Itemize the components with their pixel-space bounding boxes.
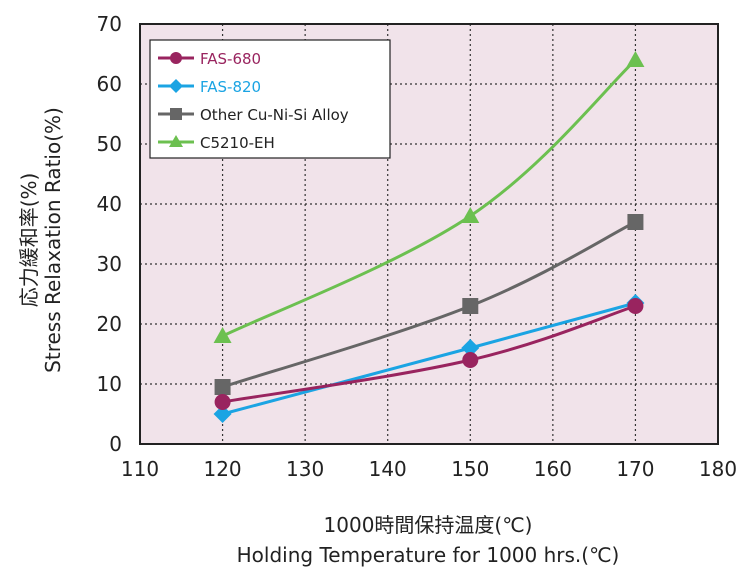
data-point-triangle (461, 207, 480, 223)
data-point-square (214, 379, 231, 395)
x-tick-labels: 110 120 130 140 150 160 170 180 (121, 457, 737, 481)
data-point-triangle (626, 51, 645, 67)
legend-label: FAS-820 (200, 78, 261, 96)
y-tick-label: 10 (97, 372, 122, 396)
data-point-diamond (169, 79, 183, 93)
x-tick-label: 130 (286, 457, 324, 481)
x-tick-label: 160 (534, 457, 572, 481)
legend-items: FAS-680 FAS-820 Other Cu-Ni-Si Alloy C5210-… (158, 50, 349, 152)
data-point-square (170, 108, 182, 120)
legend-item: C5210-EH (158, 134, 275, 152)
data-point-square (627, 214, 644, 230)
y-tick-label: 40 (97, 192, 122, 216)
x-tick-label: 170 (616, 457, 654, 481)
x-tick-label: 110 (121, 457, 159, 481)
series-fas-680 (214, 298, 644, 410)
data-point-circle (462, 352, 479, 368)
legend-item: FAS-680 (158, 50, 261, 68)
y-tick-label: 0 (109, 432, 122, 456)
data-point-circle (170, 52, 182, 64)
legend-item: FAS-820 (158, 78, 261, 96)
legend-label: Other Cu-Ni-Si Alloy (200, 106, 349, 124)
series-layer (213, 51, 645, 423)
data-point-diamond (461, 339, 480, 357)
legend-label: FAS-680 (200, 50, 261, 68)
legend-label: C5210-EH (200, 134, 275, 152)
legend: FAS-680 FAS-820 Other Cu-Ni-Si Alloy C5210-… (149, 39, 391, 159)
y-tick-label: 70 (97, 12, 122, 36)
x-axis-title-jp: 1000時間保持温度(℃) (324, 513, 533, 537)
y-tick-label: 30 (97, 252, 122, 276)
x-tick-label: 150 (451, 457, 489, 481)
x-tick-label: 140 (369, 457, 407, 481)
y-tick-label: 60 (97, 72, 122, 96)
plot-frame (139, 23, 719, 445)
y-tick-label: 20 (97, 312, 122, 336)
y-tick-labels: 0 10 20 30 40 50 60 70 (97, 12, 122, 456)
x-tick-label: 120 (203, 457, 241, 481)
data-point-square (462, 298, 479, 314)
x-axis-title: Holding Temperature for 1000 hrs.(℃) (237, 543, 620, 567)
legend-item: Other Cu-Ni-Si Alloy (158, 106, 349, 124)
y-axis-title-jp: 応力緩和率(%) (17, 173, 41, 308)
data-point-circle (627, 298, 644, 314)
y-tick-label: 50 (97, 132, 122, 156)
series-other-cu-ni-si-alloy (214, 214, 644, 395)
series-c5210-eh (213, 51, 645, 343)
legend-box (149, 39, 391, 159)
data-point-triangle (213, 327, 232, 343)
data-point-triangle (169, 135, 183, 147)
data-point-diamond (213, 405, 232, 423)
data-point-circle (214, 394, 231, 410)
x-tick-label: 180 (699, 457, 737, 481)
y-axis-title: Stress Relaxation Ratio(%) (41, 107, 65, 373)
